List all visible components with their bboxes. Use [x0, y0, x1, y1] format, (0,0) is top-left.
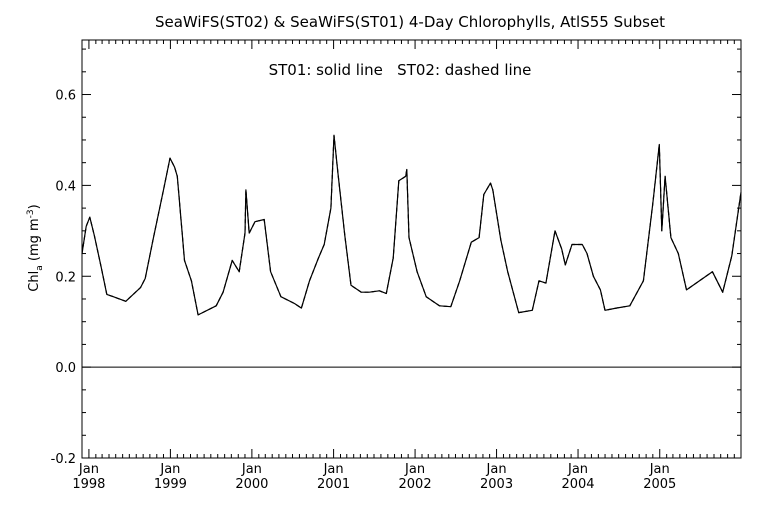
plot-frame: [81, 39, 742, 459]
y-axis-label-subscript: a: [35, 265, 45, 271]
chart-title: SeaWiFS(ST02) & SeaWiFS(ST01) 4-Day Chlo…: [155, 13, 665, 31]
series-line-st01: [81, 134, 742, 316]
x-tick-label-month: Jan: [241, 462, 262, 477]
x-tick-label-year: 2000: [235, 477, 268, 492]
x-tick-label-month: Jan: [649, 462, 670, 477]
x-tick-label-year: 2002: [399, 477, 432, 492]
y-tick-label: 0.4: [55, 179, 76, 194]
y-tick-label: 0.2: [55, 270, 76, 285]
series-annotation: ST01: solid line ST02: dashed line: [269, 61, 532, 79]
x-tick-label-month: Jan: [486, 462, 507, 477]
x-tick-label-year: 2003: [480, 477, 513, 492]
x-tick-label-month: Jan: [323, 462, 344, 477]
y-tick-label: -0.2: [51, 452, 76, 467]
x-tick-label-year: 1999: [154, 477, 187, 492]
x-tick-label-year: 2004: [561, 477, 594, 492]
x-tick-label-year: 1998: [72, 477, 105, 492]
y-axis-label-main: Chl: [27, 271, 42, 292]
svg-text:Chla (mg m-3): Chla (mg m-3): [26, 204, 45, 291]
x-tick-label-month: Jan: [567, 462, 588, 477]
axes: -0.20.00.20.40.6Jan1998Jan1999Jan2000Jan…: [51, 40, 741, 492]
y-axis-label-close: ): [27, 204, 42, 209]
y-tick-label: 0.6: [55, 89, 76, 104]
x-tick-label-year: 2005: [643, 477, 676, 492]
y-axis-label-superscript: -3: [26, 209, 36, 218]
series-layer: [81, 134, 742, 316]
x-tick-label-month: Jan: [78, 462, 99, 477]
y-tick-label: 0.0: [55, 361, 76, 376]
x-tick-label-month: Jan: [404, 462, 425, 477]
y-axis-label: Chla (mg m-3): [26, 204, 45, 291]
series-line-st02: [81, 134, 742, 316]
x-tick-label-month: Jan: [159, 462, 180, 477]
x-tick-label-year: 2001: [317, 477, 350, 492]
y-axis-label-units: (mg m: [27, 218, 42, 265]
